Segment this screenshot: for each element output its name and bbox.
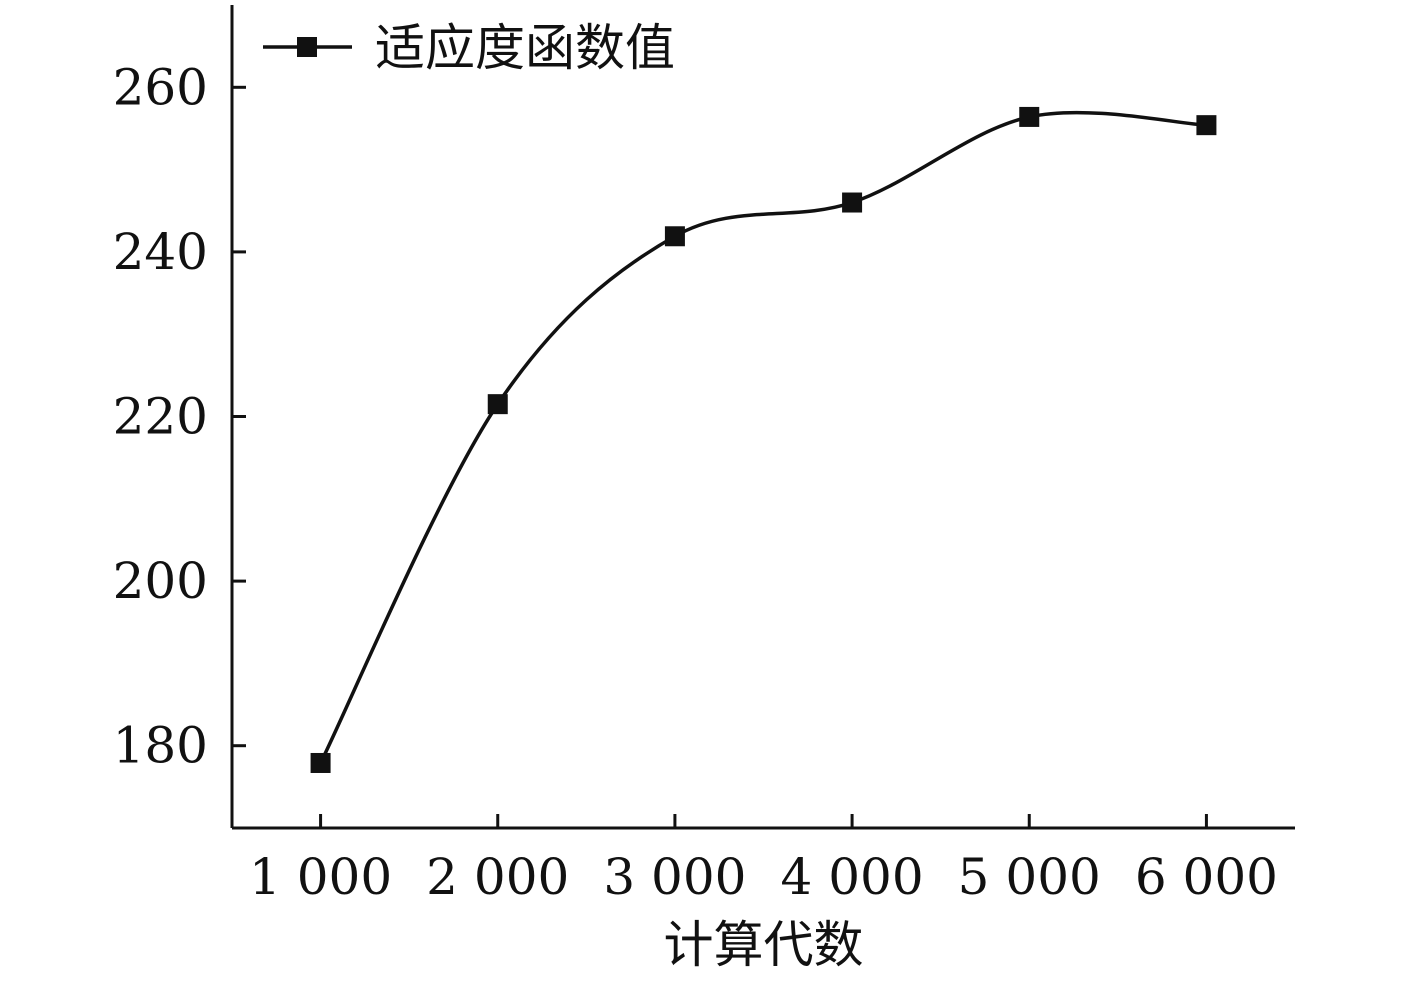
ticks: 180 200 220 240 260 1 000 2 000 3 000 4 000 5 000… bbox=[113, 58, 1278, 906]
data-point-marker bbox=[310, 752, 331, 773]
x-tick-label: 1 000 bbox=[249, 848, 392, 906]
legend-marker bbox=[297, 37, 317, 57]
series-layer bbox=[310, 106, 1217, 773]
y-tick-label: 220 bbox=[113, 388, 208, 446]
x-tick-label: 3 000 bbox=[603, 848, 746, 906]
legend-label: 适应度函数值 bbox=[375, 19, 675, 77]
data-point-marker bbox=[487, 394, 508, 415]
data-point-marker bbox=[842, 192, 863, 213]
legend: 适应度函数值 bbox=[263, 19, 675, 77]
y-tick-label: 200 bbox=[113, 552, 208, 610]
x-tick-label: 2 000 bbox=[426, 848, 569, 906]
x-tick-label: 4 000 bbox=[781, 848, 924, 906]
series-line bbox=[319, 110, 1207, 764]
y-tick-label: 240 bbox=[113, 223, 208, 281]
x-tick-label: 6 000 bbox=[1135, 848, 1278, 906]
data-point-marker bbox=[1019, 106, 1040, 127]
x-tick-label: 5 000 bbox=[958, 848, 1101, 906]
y-tick-label: 260 bbox=[113, 58, 208, 116]
data-point-marker bbox=[1196, 115, 1217, 136]
x-axis-title: 计算代数 bbox=[664, 916, 864, 974]
axes bbox=[230, 5, 1295, 830]
y-tick-label: 180 bbox=[113, 717, 208, 775]
data-point-marker bbox=[664, 226, 685, 247]
